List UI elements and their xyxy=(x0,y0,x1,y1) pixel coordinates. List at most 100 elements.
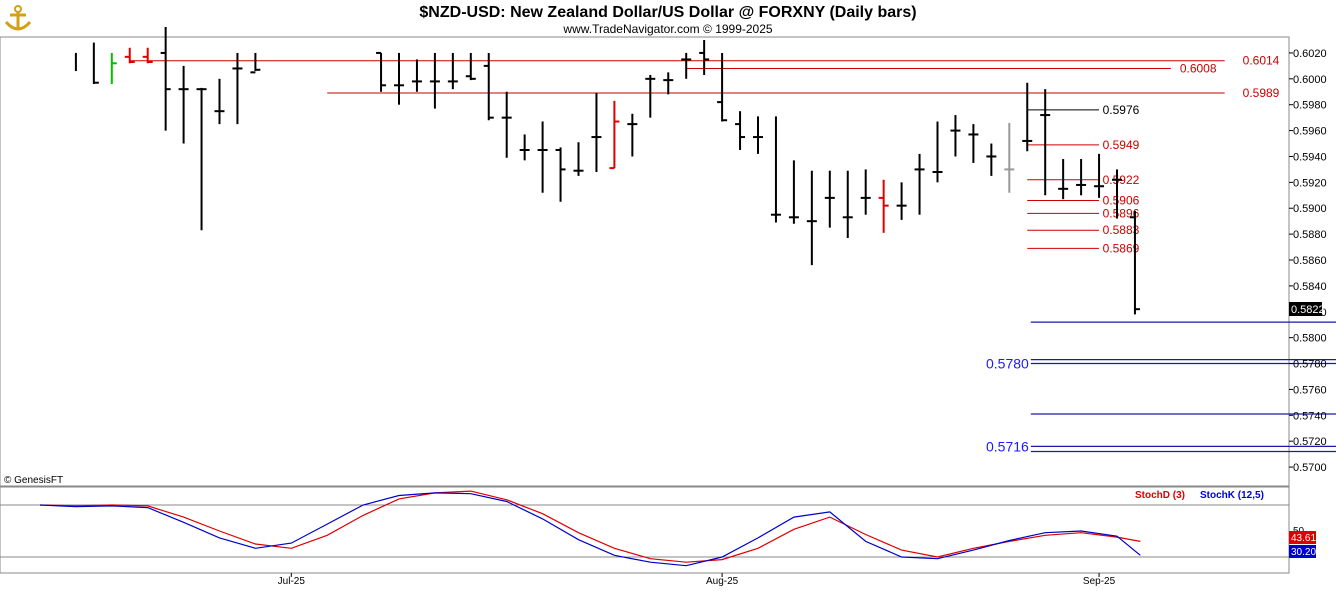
stoch-k-value: 43.61 xyxy=(1291,533,1316,544)
price-bar xyxy=(591,93,602,172)
price-panel xyxy=(0,36,1290,487)
price-bar xyxy=(806,170,817,266)
current-price-tag: 0.5822 xyxy=(1289,302,1325,316)
price-bar xyxy=(950,115,961,157)
price-bar xyxy=(663,72,674,95)
price-bar xyxy=(914,153,925,215)
price-bar xyxy=(573,142,584,176)
price-bar xyxy=(483,52,494,121)
price-bar xyxy=(1040,89,1051,196)
price-bar xyxy=(1076,159,1087,196)
price-bar xyxy=(681,52,692,79)
x-tick-label: Sep-25 xyxy=(1083,576,1116,587)
price-bar xyxy=(110,52,117,84)
copyright-label: © GenesisFT xyxy=(4,475,63,486)
price-bar xyxy=(1094,153,1105,198)
price-bar xyxy=(92,42,99,84)
price-bar xyxy=(178,65,189,144)
red-level-label: 0.5883 xyxy=(1103,223,1140,237)
y-tick-label: 0.5880 xyxy=(1293,229,1327,241)
price-bar xyxy=(447,52,458,90)
price-bar xyxy=(788,160,799,224)
y-tick-label: 0.5960 xyxy=(1293,126,1327,138)
red-level-label: 0.6008 xyxy=(1180,61,1217,75)
stoch-d-tag xyxy=(1289,545,1316,558)
price-bar xyxy=(896,182,907,220)
price-bar xyxy=(645,74,656,118)
y-tick-label: 0.5980 xyxy=(1293,100,1327,112)
y-tick-label: 0.5920 xyxy=(1293,177,1327,189)
price-bar xyxy=(232,52,243,125)
chart-subtitle: www.TradeNavigator.com © 1999-2025 xyxy=(562,22,772,36)
price-bar xyxy=(842,170,853,238)
price-bar xyxy=(411,59,422,92)
legend-stochd: StochD (3) xyxy=(1135,490,1185,501)
price-bar xyxy=(1022,82,1033,152)
price-bar xyxy=(555,147,566,202)
anchor-logo xyxy=(2,2,35,34)
y-tick-label: 0.5860 xyxy=(1293,255,1327,267)
red-level-label: 0.5989 xyxy=(1243,86,1280,100)
black-level-label: 0.5976 xyxy=(1103,103,1140,117)
chart-title: $NZD-USD: New Zealand Dollar/US Dollar @… xyxy=(419,4,916,21)
y-tick-label: 0.5740 xyxy=(1293,410,1327,422)
price-bar xyxy=(735,111,746,150)
blue-level-label: 0.5780 xyxy=(986,356,1029,372)
red-level-label: 0.6014 xyxy=(1243,54,1280,68)
price-bar xyxy=(1112,169,1122,219)
y-tick-label: 0.5720 xyxy=(1293,436,1327,448)
price-bar xyxy=(968,124,979,163)
y-tick-label: 0.5760 xyxy=(1293,384,1327,396)
price-bar xyxy=(250,52,261,74)
price-bar xyxy=(1004,122,1015,193)
red-level-label: 0.5869 xyxy=(1103,241,1140,255)
price-bar xyxy=(860,169,871,215)
x-tick-label: Aug-25 xyxy=(706,576,739,587)
price-bar xyxy=(753,116,763,154)
price-bar xyxy=(609,100,620,170)
price-bars xyxy=(74,27,1140,315)
price-bar xyxy=(1058,159,1069,200)
price-bar xyxy=(214,78,225,125)
y-tick-label: 0.5900 xyxy=(1293,203,1327,215)
price-bar xyxy=(142,47,153,64)
level-lines: 0.60140.60080.59890.59490.59220.59060.58… xyxy=(129,54,1336,454)
price-bar xyxy=(376,51,387,92)
price-bar xyxy=(160,27,171,131)
price-bar xyxy=(519,134,530,161)
legend-stochk: StochK (12,5) xyxy=(1200,490,1264,501)
red-level-label: 0.5949 xyxy=(1103,138,1140,152)
x-axis-labels: Jul-25 Aug-25 Sep-25 xyxy=(278,573,1116,587)
stoch-lines xyxy=(39,490,1141,567)
x-tick-label: Jul-25 xyxy=(278,576,306,587)
red-level-label: 0.5906 xyxy=(1103,193,1140,207)
price-bar xyxy=(537,121,548,193)
stoch-panel xyxy=(0,486,1290,574)
y-tick-label: 0.5940 xyxy=(1293,151,1327,163)
price-bar xyxy=(465,52,476,81)
price-bar xyxy=(124,47,135,64)
blue-level-label: 0.5716 xyxy=(986,438,1029,454)
y-tick-label: 0.5780 xyxy=(1293,359,1327,371)
price-bar xyxy=(196,87,207,231)
stoch-k-tag xyxy=(1289,531,1316,544)
price-bar xyxy=(824,170,835,228)
price-bar xyxy=(699,40,710,75)
price-bar xyxy=(878,179,889,233)
stochd-line xyxy=(39,490,1141,563)
price-bar xyxy=(717,52,728,122)
y-tick-label: 0.6000 xyxy=(1293,74,1327,86)
current-price-label: 0.5822 xyxy=(1291,304,1325,316)
y-axis-ticks: 0.6020 0.6000 0.5980 0.5960 0.5940 0.5920 0.59… xyxy=(1289,48,1327,474)
price-bar xyxy=(394,52,404,105)
y-tick-label: 0.5700 xyxy=(1293,462,1327,474)
price-bar xyxy=(986,143,997,176)
y-tick-label: 0.5800 xyxy=(1293,333,1327,345)
stochk-line xyxy=(39,492,1141,567)
price-bar xyxy=(501,91,512,158)
price-bar xyxy=(932,121,943,183)
stoch-d-value: 30.20 xyxy=(1291,547,1316,558)
y-tick-label: 0.5840 xyxy=(1293,281,1327,293)
price-bar xyxy=(627,113,638,157)
y-tick-label: 0.6020 xyxy=(1293,48,1327,60)
